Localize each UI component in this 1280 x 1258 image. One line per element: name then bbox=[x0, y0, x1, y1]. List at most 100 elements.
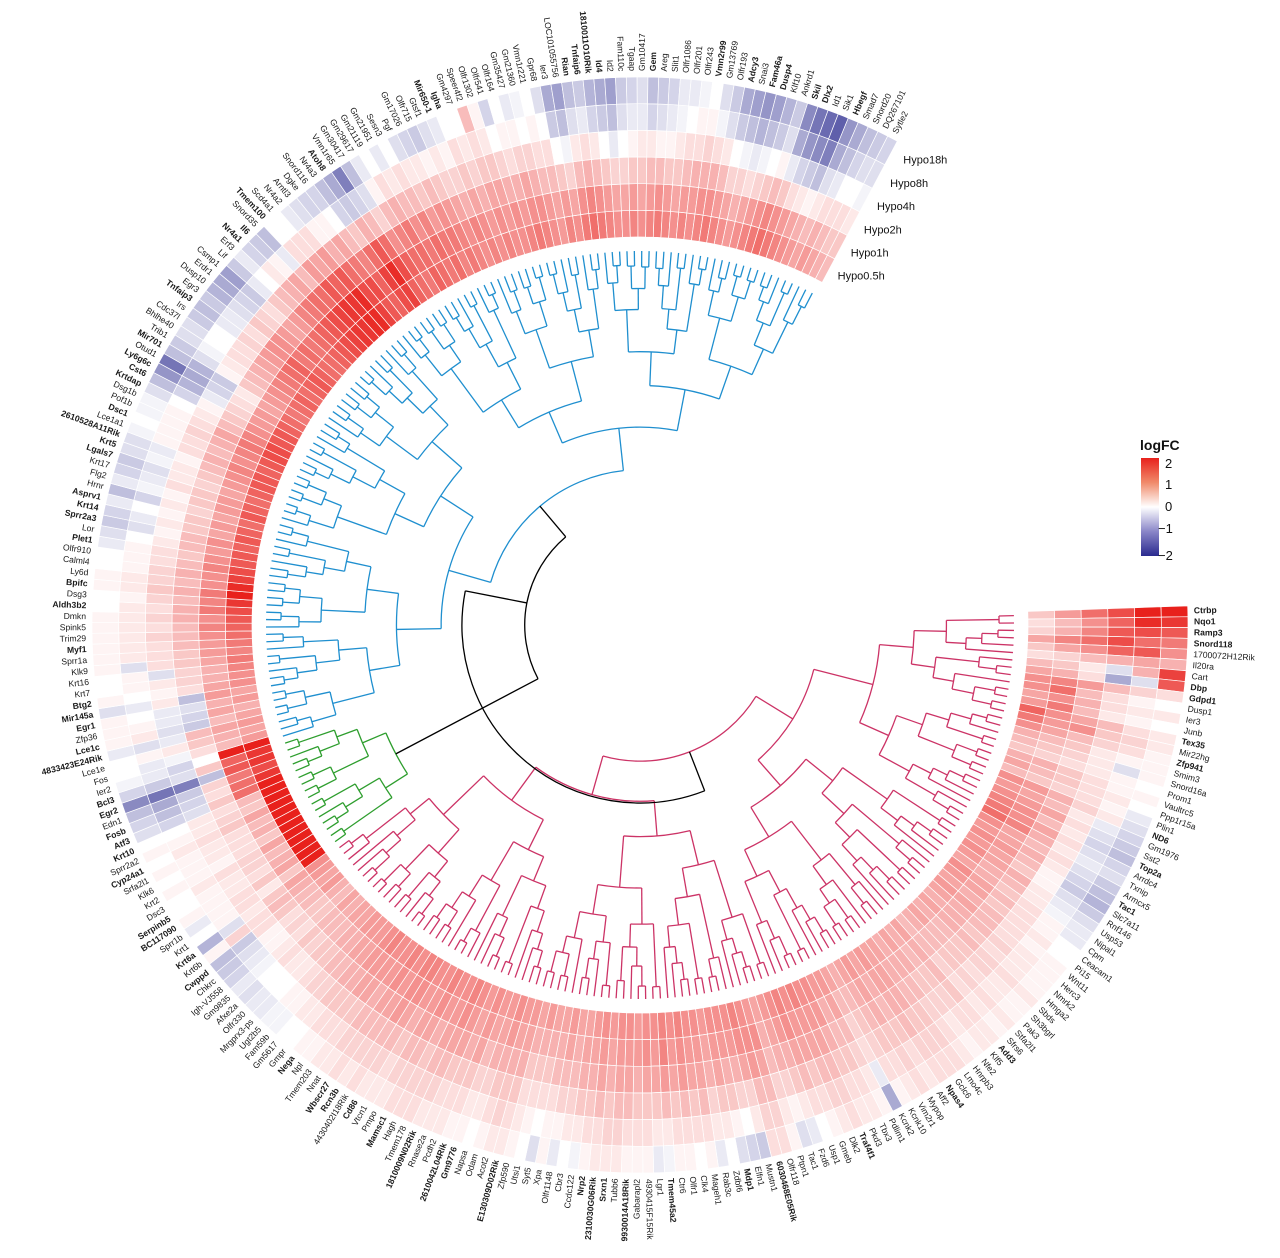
dendrogram-branch bbox=[388, 888, 402, 903]
dendrogram-branch bbox=[385, 773, 408, 789]
dendrogram-branch bbox=[283, 509, 296, 515]
dendrogram-branch bbox=[443, 341, 456, 350]
dendrogram-branch bbox=[365, 807, 406, 839]
heatmap-cell bbox=[637, 183, 647, 211]
dendrogram-branch bbox=[951, 688, 974, 695]
dendrogram-branch bbox=[391, 344, 402, 358]
dendrogram-branch bbox=[287, 745, 300, 751]
dendrogram-branch bbox=[901, 866, 916, 880]
gene-label: Dmkn bbox=[64, 611, 87, 621]
dendrogram-branch bbox=[321, 609, 366, 613]
dendrogram-branch bbox=[686, 978, 691, 996]
dendrogram-branch bbox=[335, 433, 341, 440]
dendrogram-branch bbox=[946, 811, 960, 821]
dendrogram-branch bbox=[562, 935, 568, 953]
gene-label: Lgr1 bbox=[655, 1178, 666, 1196]
dendrogram-branch bbox=[402, 335, 422, 359]
timepoint-label: Hypo18h bbox=[903, 155, 947, 167]
heatmap-cell bbox=[656, 103, 669, 132]
gene-label: Cart bbox=[1191, 671, 1209, 683]
dendrogram-branch bbox=[345, 414, 351, 422]
dendrogram-branch bbox=[704, 257, 709, 271]
heatmap-cell bbox=[119, 651, 148, 665]
dendrogram-branch bbox=[797, 304, 805, 309]
gene-label: Skil bbox=[809, 83, 823, 101]
gene-label: Snai3 bbox=[756, 62, 771, 86]
dendrogram-branch bbox=[326, 821, 339, 830]
gene-label: Ctrbp bbox=[1194, 605, 1217, 616]
dendrogram-branch bbox=[721, 913, 743, 921]
dendrogram-branch bbox=[990, 707, 1005, 712]
dendrogram-branch bbox=[666, 328, 687, 333]
dendrogram-branch bbox=[928, 833, 944, 845]
dendrogram-branch bbox=[284, 690, 287, 698]
dendrogram-branch bbox=[270, 567, 289, 572]
dendrogram-branch bbox=[305, 536, 310, 547]
dendrogram-branch bbox=[538, 264, 544, 277]
dendrogram-branch bbox=[473, 305, 493, 342]
dendrogram-branch bbox=[680, 978, 688, 981]
dendrogram-branch bbox=[688, 254, 694, 284]
dendrogram-branch bbox=[369, 365, 394, 388]
heatmap-cell bbox=[612, 1091, 625, 1120]
dendrogram-branch bbox=[394, 513, 424, 528]
dendrogram-branch bbox=[832, 922, 840, 928]
dendrogram-branch bbox=[536, 910, 545, 932]
dendrogram-branch bbox=[470, 927, 481, 934]
dendrogram-branch bbox=[437, 829, 460, 854]
dendrogram-branch bbox=[768, 870, 781, 893]
dendrogram-branch bbox=[359, 376, 370, 386]
dendrogram-branch bbox=[778, 936, 788, 955]
dendrogram-branch bbox=[463, 294, 472, 308]
dendrogram-branch bbox=[586, 978, 590, 996]
gene-label: Fos bbox=[93, 774, 110, 788]
heatmap-cell bbox=[144, 622, 173, 633]
dendrogram-branch bbox=[688, 923, 699, 979]
dendrogram-branch bbox=[450, 368, 484, 413]
dendrogram-branch bbox=[447, 910, 459, 927]
dendrogram-branch bbox=[401, 351, 408, 358]
dendrogram-branch bbox=[911, 663, 935, 669]
dendrogram-branch bbox=[753, 344, 773, 354]
dendrogram-branch bbox=[396, 340, 408, 353]
dendrogram-branch bbox=[730, 296, 739, 322]
dendrogram-branch bbox=[619, 835, 625, 888]
dendrogram-branch bbox=[859, 722, 889, 737]
dendrogram-branch bbox=[295, 667, 299, 678]
dendrogram-branch bbox=[933, 767, 948, 776]
gene-label: Junb bbox=[1183, 725, 1203, 738]
dendrogram-branch bbox=[602, 695, 757, 762]
dendrogram-branch bbox=[563, 953, 570, 977]
dendrogram-branch bbox=[284, 587, 301, 591]
dendrogram-branch bbox=[751, 348, 765, 375]
dendrogram-branch bbox=[937, 790, 968, 808]
dendrogram-branch bbox=[917, 735, 955, 752]
dendrogram-branch bbox=[323, 498, 342, 507]
heatmap-cell bbox=[610, 1145, 623, 1174]
dendrogram-branch bbox=[306, 455, 334, 471]
dendrogram-branch bbox=[408, 330, 418, 342]
dendrogram-branch bbox=[528, 965, 535, 983]
dendrogram-branch bbox=[500, 399, 520, 429]
dendrogram-branch bbox=[981, 741, 994, 748]
dendrogram-branch bbox=[322, 560, 327, 575]
dendrogram-branch bbox=[676, 252, 680, 268]
dendrogram-branch bbox=[891, 876, 906, 890]
dendrogram-branch bbox=[511, 309, 522, 314]
dendrogram-branch bbox=[421, 898, 434, 915]
dendrogram-branch bbox=[860, 905, 872, 920]
dendrogram-branch bbox=[444, 305, 454, 320]
dendrogram-branch bbox=[698, 269, 703, 286]
dendrogram-branch bbox=[506, 362, 522, 390]
heatmap-cell bbox=[1133, 636, 1162, 649]
gene-label: Ccdc122 bbox=[562, 1174, 576, 1209]
dendrogram-branch bbox=[932, 828, 948, 839]
dendrogram-branch bbox=[858, 880, 884, 910]
dendrogram-branch bbox=[732, 263, 738, 276]
heatmap-cell bbox=[642, 1092, 653, 1121]
dendrogram-branch bbox=[295, 764, 310, 772]
gene-label: Mdp1 bbox=[742, 1168, 756, 1192]
timepoint-label: Hypo4h bbox=[877, 201, 915, 213]
dendrogram-branch bbox=[447, 899, 477, 947]
dendrogram-branch bbox=[805, 921, 823, 952]
